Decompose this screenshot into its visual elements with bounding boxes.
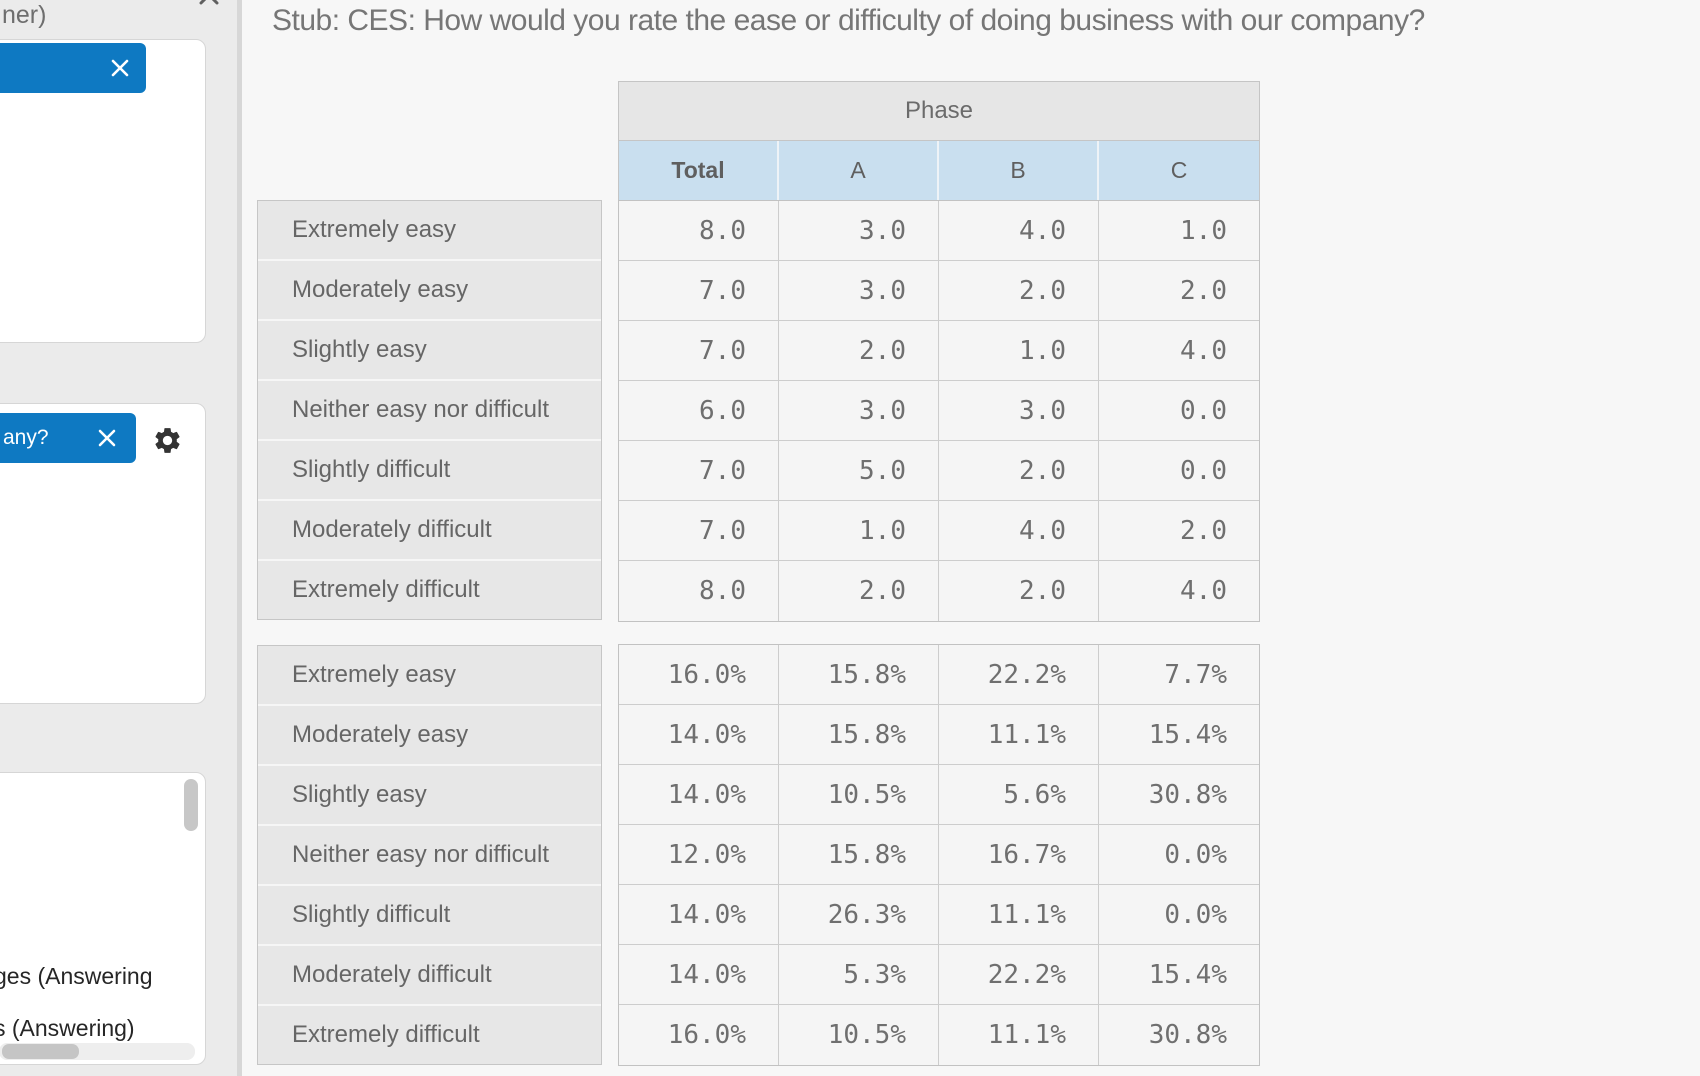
variables-list: ges (Answering s (Answering)	[0, 773, 194, 1041]
banner-question-chip[interactable]	[0, 43, 146, 93]
data-cell: 30.8%	[1148, 1020, 1227, 1050]
column-header-c: C	[1170, 157, 1188, 183]
t1-labels: Extremely easy Moderately easy Slightly ea…	[257, 200, 602, 620]
data-cell: 16.0%	[619, 1005, 779, 1065]
data-cell: 14.0%	[619, 765, 779, 825]
sidebar-truncated-label: ner)	[2, 1, 47, 29]
data-cell: 4.0	[939, 501, 1099, 561]
remove-question-icon[interactable]	[96, 427, 118, 449]
data-cell: 10.5%	[779, 1005, 939, 1065]
row-label: Extremely easy	[292, 661, 457, 688]
row-label: Extremely difficult	[258, 559, 601, 619]
row-label: Neither easy nor difficult	[258, 824, 601, 884]
column-header-b: B	[939, 141, 1099, 200]
data-cell: 0.0%	[1099, 825, 1259, 885]
row-label: Slightly difficult	[258, 439, 601, 499]
data-cell: 22.2%	[939, 945, 1099, 1005]
data-cell: 12.0%	[619, 825, 779, 885]
stub-chip-label: any?	[3, 426, 49, 449]
variables-list-card: ges (Answering s (Answering)	[0, 772, 206, 1065]
sidebar-resize-handle[interactable]	[237, 0, 242, 1076]
data-cell: 7.0	[619, 261, 779, 321]
t2-data: 16.0% 15.8% 22.2% 7.7% 14.0% 15.8% 11.1% 15.4% 1…	[618, 644, 1260, 1066]
column-header-a: A	[779, 141, 939, 200]
data-cell: 2.0	[1099, 501, 1259, 561]
data-cell: 2.0	[1099, 261, 1259, 321]
data-cell: 0.0	[1099, 441, 1259, 501]
data-cell: 2.0	[939, 261, 1099, 321]
data-cell: 6.0	[619, 381, 779, 441]
row-label: Extremely difficult	[258, 1004, 601, 1064]
data-cell: 2.0	[939, 441, 1099, 501]
data-cell: 2.0	[939, 561, 1099, 621]
row-label: Moderately easy	[258, 259, 601, 319]
data-cell: 11.1%	[939, 885, 1099, 945]
column-group-header: Phase	[618, 81, 1260, 141]
gear-icon[interactable]	[152, 425, 183, 456]
data-cell: 14.0%	[619, 945, 779, 1005]
data-cell: 5.0	[779, 441, 939, 501]
data-cell: 14.0%	[619, 885, 779, 945]
data-cell: 8.0	[619, 201, 779, 261]
data-cell: 22.2%	[939, 645, 1099, 705]
data-cell: 16.7%	[939, 825, 1099, 885]
data-cell: 3.0	[779, 381, 939, 441]
list-item[interactable]: s (Answering)	[0, 1015, 135, 1041]
data-cell: 4.0	[1180, 576, 1227, 606]
data-cell: 30.8%	[1099, 765, 1259, 825]
data-cell: 11.1%	[939, 1005, 1099, 1065]
row-label: Slightly easy	[258, 319, 601, 379]
row-label: Slightly difficult	[258, 884, 601, 944]
data-cell: 15.8%	[779, 645, 939, 705]
data-cell: 2.0	[779, 321, 939, 381]
data-cell: 7.0	[619, 501, 779, 561]
row-label: Extremely easy	[292, 216, 457, 243]
page-title: Stub: CES: How would you rate the ease o…	[272, 4, 1425, 37]
row-label: Neither easy nor difficult	[258, 379, 601, 439]
data-cell: 3.0	[939, 381, 1099, 441]
data-cell: 15.8%	[779, 705, 939, 765]
row-label: Moderately difficult	[258, 499, 601, 559]
t2-labels: Extremely easy Moderately easy Slightly ea…	[257, 645, 602, 1065]
horizontal-scrollbar-thumb[interactable]	[2, 1044, 79, 1059]
stub-question-chip[interactable]: any?	[0, 413, 136, 463]
data-cell: 15.4%	[1099, 945, 1259, 1005]
data-cell: 7.7%	[1099, 645, 1259, 705]
close-icon[interactable]	[194, 0, 224, 10]
vertical-scrollbar[interactable]	[184, 779, 198, 831]
data-cell: 15.4%	[1099, 705, 1259, 765]
data-cell: 8.0	[619, 561, 779, 621]
data-cell: 7.0	[619, 321, 779, 381]
horizontal-scrollbar-track[interactable]	[0, 1043, 195, 1060]
data-cell: 0.0%	[1099, 885, 1259, 945]
sidebar: ner) any? ges (Answering s (Answering)	[0, 0, 237, 1076]
data-cell: 4.0	[939, 201, 1099, 261]
data-cell: 7.0	[619, 441, 779, 501]
t1-data: 8.0 3.0 4.0 1.0 7.0 3.0 2.0 2.0 7.0 2.0 1.0 4.0 6.0 3…	[618, 200, 1260, 622]
row-label: Moderately easy	[258, 704, 601, 764]
data-cell: 5.3%	[779, 945, 939, 1005]
row-label: Moderately difficult	[258, 944, 601, 1004]
data-cell: 14.0%	[619, 705, 779, 765]
data-cell: 15.8%	[779, 825, 939, 885]
data-cell: 3.0	[779, 201, 939, 261]
data-cell: 0.0	[1099, 381, 1259, 441]
data-cell: 1.0	[939, 321, 1099, 381]
data-cell: 16.0%	[619, 645, 779, 705]
column-headers: Total A B C	[618, 140, 1260, 201]
data-cell: 4.0	[1099, 321, 1259, 381]
data-cell: 2.0	[779, 561, 939, 621]
data-cell: 1.0	[779, 501, 939, 561]
data-cell: 5.6%	[939, 765, 1099, 825]
remove-question-icon[interactable]	[109, 57, 131, 79]
list-item[interactable]: ges (Answering	[0, 963, 153, 989]
data-cell: 26.3%	[779, 885, 939, 945]
data-cell: 10.5%	[779, 765, 939, 825]
row-label: Slightly easy	[258, 764, 601, 824]
column-header-total: Total	[619, 141, 779, 200]
data-cell: 11.1%	[939, 705, 1099, 765]
data-cell: 3.0	[779, 261, 939, 321]
data-cell: 1.0	[1099, 201, 1259, 261]
